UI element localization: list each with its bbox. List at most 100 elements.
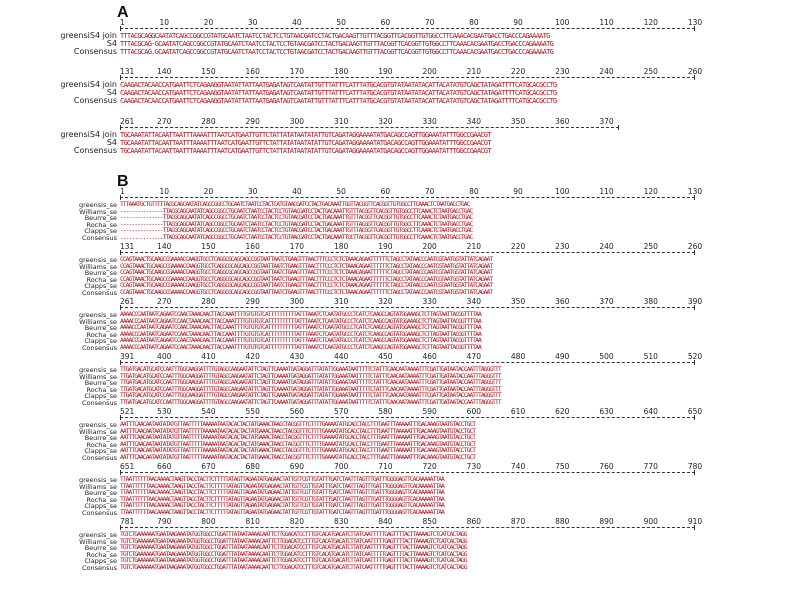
sequence-text: TTAATTTTTTAACAAAACTAAGTTACCTACTTCTTTTTAT… [120, 489, 445, 496]
position-tick: 910 [687, 517, 703, 526]
sequence-row: Beurre_se ---------------TTACGCAGCAATATCA… [85, 214, 695, 222]
sequence-text: TGTCTGAAAAAATGAATAAGAAATATGGTGGCCTGGATTT… [120, 550, 468, 558]
position-tick: 340 [466, 117, 482, 126]
sequence-row: greensiS4 join CAAGACTACAACCATGAATTCTCAGA… [60, 80, 695, 90]
sequence-name: greensiS4 join [60, 130, 117, 139]
sequence-name: Williams_se [79, 427, 117, 436]
sequence-row: Williams_se ---------------TTACGCAGCAATAT… [79, 208, 695, 216]
position-tick: 660 [157, 462, 172, 471]
sequence-row: Consensus CCAGTAAACTGCAAGCCGAAAACCAAGGTGC… [82, 288, 695, 297]
position-tick: 80 [469, 187, 479, 196]
sequence-name: greensis_se [79, 311, 117, 319]
position-tick: 710 [378, 462, 393, 471]
sequence-text: TTTACGCAG-GCAATATCAGCCGGCCGTATGCAATCTAAT… [120, 40, 554, 48]
sequence-row: Beurre_se TTAATTTTTTAACAAAACTAAGTTACCTACT… [85, 489, 695, 497]
alignment-block: 521 530 540 550 560 570 580 590 600 610 620 630 640 6… [79, 407, 702, 462]
position-tick: 730 [466, 462, 482, 471]
position-tick: 651 [120, 462, 135, 471]
sequence-row: greensis_se AAAACCCAATAATCAGAATCCAACTAAAC… [79, 311, 695, 319]
sequence-text: TGTCTGAAAAAATGAATAAGAAATATGGTGGCCTGGATTT… [120, 537, 468, 545]
sequence-text: TGCAAATATTACAATTAATTTAAAATTTAATCATGAATTG… [120, 131, 491, 139]
position-tick: 470 [466, 352, 482, 361]
sequence-name: greensis_se [79, 531, 117, 539]
position-tick: 40 [292, 18, 302, 27]
sequence-text: CCAGTAAACTGCAAGCCGAAAACCAAGGTGCCTCAGGCGC… [120, 275, 493, 283]
sequence-text: ---------------TTACGCAGCAATATCAGCCGGCCTG… [120, 214, 473, 221]
position-tick: 190 [378, 242, 393, 251]
sequence-text: TTTACGCAG.GCAATATCAGCCGGCCGTATGCAATCTAAT… [120, 48, 554, 56]
position-tick: 550 [245, 407, 260, 416]
sequence-row: Rocha_se CCAGTAAACTGCAAGCCGAAAACCAAGGTGCC… [86, 275, 695, 284]
position-tick: 50 [336, 187, 346, 196]
sequence-row: Clapps_se ---------------TTACGCAGCAATATCA… [84, 227, 695, 235]
position-tick: 340 [466, 297, 482, 306]
sequence-name: greensis_se [79, 476, 117, 484]
position-tick: 830 [333, 517, 349, 526]
position-tick: 230 [555, 242, 570, 251]
sequence-row: Rocha_se AATTTCAACAATAATATATGTTAATTTTTAAA… [86, 441, 695, 449]
position-tick: 180 [333, 67, 349, 76]
ruler-line [120, 360, 695, 365]
ruler-line [120, 195, 695, 200]
position-tick: 590 [422, 407, 437, 416]
sequence-name: Clapps_se [84, 337, 117, 345]
sequence-text: TGTCTGAAAAAATGAATAAGAAATATGGTGGCCTGGATTT… [120, 544, 468, 551]
position-tick: 770 [643, 462, 658, 471]
position-ruler: 131 140 150 160 170 180 190 200 210 220 230 240 250 2… [120, 242, 702, 251]
sequence-row: S4 TTTACGCAG-GCAATATCAGCCGGCCGTATGCAATCTA… [107, 39, 695, 49]
position-tick: 320 [378, 297, 393, 306]
position-tick: 140 [157, 67, 172, 76]
position-tick: 890 [599, 517, 614, 526]
sequence-row: Beurre_se CCAGTAAACTGCAAGCCGAAAACCAAGGTGC… [85, 269, 695, 277]
position-tick: 460 [422, 352, 437, 361]
position-tick: 780 [687, 462, 703, 471]
sequence-row: greensis_se AATTTCAACAATAATATATGTTAATTTTT… [79, 421, 695, 429]
position-tick: 400 [157, 352, 172, 361]
sequence-text: AATTTCAACAATAATATATGTTAATTTTTAAAAATAATAC… [120, 427, 476, 435]
sequence-row: Consensus TTGATGACATGCATCCAATTTGGCAAGGATT… [82, 399, 695, 407]
position-tick: 150 [201, 242, 216, 251]
sequence-name: Consensus [81, 563, 117, 572]
ruler-line [120, 75, 695, 80]
position-tick: 130 [687, 18, 703, 27]
sequence-name: Beurre_se [84, 434, 117, 442]
sequence-name: Beurre_se [84, 214, 117, 222]
position-ruler: 651 660 670 680 690 700 710 720 730 740 750 760 770 7… [120, 462, 702, 471]
position-tick: 90 [513, 18, 523, 27]
position-tick: 640 [643, 407, 658, 416]
position-tick: 690 [289, 462, 305, 471]
position-tick: 130 [687, 187, 703, 196]
sequence-name: S4 [106, 88, 117, 97]
sequence-row: Williams_se TTGATGACATGCATCCAATTTGGCAAGGA… [79, 373, 695, 381]
position-ruler: 261 270 280 290 300 310 320 330 340 350 360 370 [120, 117, 695, 126]
sequence-name: Williams_se [79, 262, 117, 271]
sequence-name: Consensus [73, 146, 117, 155]
position-tick: 521 [120, 407, 135, 416]
position-tick: 630 [599, 407, 614, 416]
position-tick: 40 [292, 187, 302, 196]
sequence-text: AATTTCAACAATAATATATGTTAATTTTTAAAAATAATAC… [120, 421, 476, 428]
position-tick: 370 [599, 297, 614, 306]
sequence-name: Clapps_se [84, 282, 117, 290]
sequence-name: Beurre_se [84, 324, 117, 332]
ruler-line [120, 525, 695, 530]
sequence-row: Clapps_se AAAACCCAATAATCAGAATCCAACTAAACAA… [84, 337, 695, 345]
position-tick: 10 [159, 18, 169, 27]
position-tick: 810 [245, 517, 260, 526]
sequence-text: CCAGTAAACTGCAAGCCGAAAACCAAGGTGCCTCAGGCGC… [120, 282, 493, 289]
position-tick: 230 [555, 67, 570, 76]
sequence-row: Consensus AATTTCAACAATAATATATGTTAATTTTTAA… [82, 454, 695, 462]
position-tick: 900 [643, 517, 658, 526]
position-tick: 700 [333, 462, 349, 471]
position-tick: 120 [643, 18, 658, 27]
position-ruler: 1 10 20 30 40 50 60 70 80 90 100 110 120 130 [120, 18, 702, 27]
alignment-block: 261 270 280 290 300 310 320 330 340 350 360 370 380 3… [79, 297, 702, 352]
sequence-text: ---------------TTACGCAGCAATATCAGCCGGCCTG… [120, 220, 473, 228]
sequence-text: CCAGTAAACTGCAAGCCGAAAACCAAGGTGCCTCAGGCGC… [120, 288, 493, 296]
position-tick: 650 [687, 407, 703, 416]
position-ruler: 131 140 150 160 170 180 190 200 210 220 230 240 250 2… [120, 67, 702, 76]
position-tick: 90 [513, 187, 523, 196]
position-tick: 360 [555, 117, 570, 126]
ruler-line [120, 125, 619, 130]
sequence-row: S4 TGCAAATATTACAATTAATTTAAAATTTAATCATGAAT… [107, 138, 695, 148]
